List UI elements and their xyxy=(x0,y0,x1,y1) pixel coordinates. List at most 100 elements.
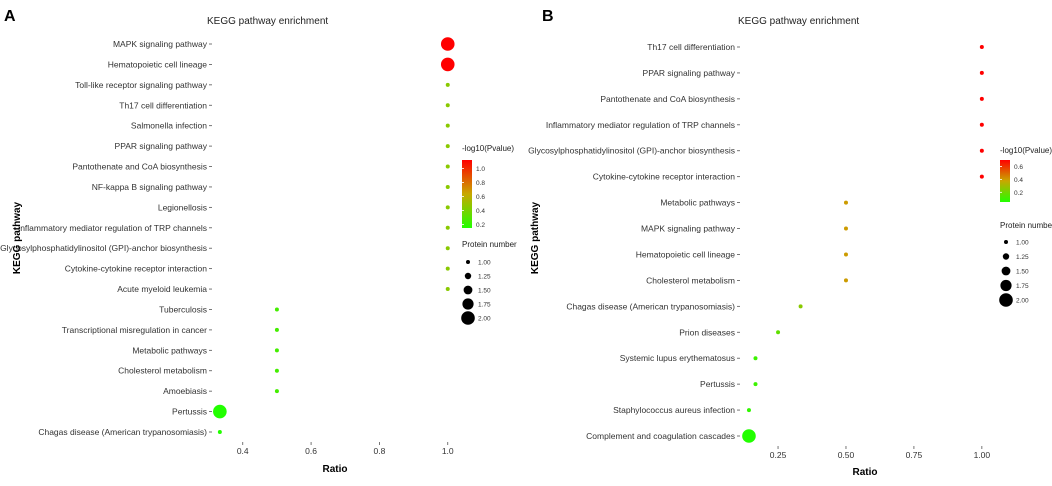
data-point xyxy=(445,246,450,251)
data-point xyxy=(979,45,984,49)
data-point xyxy=(979,96,984,101)
x-tick-label: 0.4 xyxy=(237,446,249,456)
data-point xyxy=(445,225,450,230)
category-label: Cholesterol metabolism xyxy=(118,366,207,376)
category-label: Pantothenate and CoA biosynthesis xyxy=(72,162,207,172)
data-point xyxy=(274,348,279,353)
data-point xyxy=(440,57,455,72)
data-point xyxy=(746,408,751,413)
size-legend-dot xyxy=(462,298,474,310)
data-point xyxy=(445,164,450,169)
category-label: Cytokine-cytokine receptor interaction xyxy=(593,172,735,182)
data-point xyxy=(979,174,984,179)
data-point xyxy=(843,200,848,205)
x-axis-title: Ratio xyxy=(323,464,348,475)
category-label: Cholesterol metabolism xyxy=(646,275,735,285)
data-point xyxy=(445,184,450,189)
data-point xyxy=(843,226,848,231)
color-legend-title: -log10(Pvalue) xyxy=(462,144,514,153)
category-label: Transcriptional misregulation in cancer xyxy=(62,325,207,335)
category-label: Metabolic pathways xyxy=(660,198,735,208)
data-point xyxy=(274,389,279,394)
size-legend-label: 2.00 xyxy=(478,316,491,323)
category-label: Chagas disease (American trypanosomiasis… xyxy=(566,301,735,311)
category-label: Th17 cell differentiation xyxy=(647,42,735,52)
data-point xyxy=(274,307,279,312)
data-point xyxy=(798,304,803,309)
size-legend-dot xyxy=(1001,266,1011,276)
color-legend-bar xyxy=(462,160,472,228)
data-point xyxy=(445,287,450,292)
size-legend-label: 1.75 xyxy=(478,302,491,309)
category-label: Toll-like receptor signaling pathway xyxy=(75,80,208,90)
color-legend-label: 0.6 xyxy=(476,194,485,201)
x-tick-label: 0.8 xyxy=(374,446,386,456)
size-legend-label: 1.25 xyxy=(1016,254,1029,261)
size-legend-label: 1.00 xyxy=(478,260,491,267)
category-label: Pertussis xyxy=(172,407,207,417)
data-point xyxy=(979,148,984,153)
category-label: Hematopoietic cell lineage xyxy=(636,249,735,259)
color-legend-title: -log10(Pvalue) xyxy=(1000,146,1052,155)
category-label: Hematopoietic cell lineage xyxy=(108,59,207,69)
category-label: Systemic lupus erythematosus xyxy=(620,353,735,363)
size-legend-dot xyxy=(463,285,473,295)
panel-b-chart: B KEGG pathway enrichment 0.25 0.50 0.75 1.00… xyxy=(528,8,1052,478)
size-legend-label: 1.25 xyxy=(478,274,491,281)
x-tick-label: 0.25 xyxy=(770,450,787,460)
category-label: Glycosylphosphatidylinositol (GPI)-ancho… xyxy=(528,146,735,156)
category-label: Salmonella infection xyxy=(131,121,207,131)
color-legend-label: 1.0 xyxy=(476,166,485,173)
data-point xyxy=(440,37,455,51)
x-tick-label: 1.00 xyxy=(974,450,991,460)
size-legend-dot xyxy=(999,293,1013,307)
color-legend-label: 0.6 xyxy=(1014,164,1023,171)
size-legend-dot xyxy=(1000,279,1012,292)
category-label: Complement and coagulation cascades xyxy=(586,431,735,441)
size-legend-label: 2.00 xyxy=(1016,298,1029,305)
category-label: Pantothenate and CoA biosynthesis xyxy=(600,94,735,104)
size-legend-label: 1.00 xyxy=(1016,240,1029,247)
category-label: Amoebiasis xyxy=(163,386,207,396)
size-legend-title: Protein number xyxy=(1000,221,1052,230)
data-point xyxy=(274,327,279,332)
chart-title: KEGG pathway enrichment xyxy=(207,16,328,27)
color-legend-label: 0.8 xyxy=(476,180,485,187)
data-point xyxy=(843,252,848,257)
category-label: NF-kappa B signaling pathway xyxy=(92,182,208,192)
panel-letter: A xyxy=(4,8,16,25)
data-point xyxy=(776,330,781,335)
data-point xyxy=(445,205,450,210)
data-point xyxy=(742,429,756,443)
x-tick-label: 1.0 xyxy=(442,446,454,456)
category-label: Acute myeloid leukemia xyxy=(117,284,207,294)
size-legend-dot xyxy=(464,272,472,280)
size-legend-dot xyxy=(1002,253,1010,260)
x-tick-label: 0.75 xyxy=(906,450,923,460)
size-legend-label: 1.50 xyxy=(478,288,491,295)
size-legend-dot xyxy=(466,260,470,264)
color-legend-label: 0.4 xyxy=(476,208,485,215)
category-label: Tuberculosis xyxy=(159,304,207,314)
category-label: Metabolic pathways xyxy=(132,345,207,355)
panel-a-chart: A KEGG pathway enrichment 0.4 0.6 0.8 1.0 MAPK… xyxy=(0,8,517,475)
chart-title: KEGG pathway enrichment xyxy=(738,16,859,27)
color-legend-label: 0.2 xyxy=(476,222,485,229)
x-tick-label: 0.50 xyxy=(838,450,855,460)
category-label: Pertussis xyxy=(700,379,735,389)
category-label: Th17 cell differentiation xyxy=(119,100,207,110)
category-label: Cytokine-cytokine receptor interaction xyxy=(65,264,207,274)
color-legend-bar xyxy=(1000,160,1010,202)
category-label: PPAR signaling pathway xyxy=(115,141,208,151)
color-legend-label: 0.2 xyxy=(1014,190,1023,197)
size-legend-dot xyxy=(1004,240,1008,244)
y-axis-title: KEGG pathway xyxy=(530,201,541,274)
panel-letter: B xyxy=(542,8,554,25)
data-point xyxy=(979,70,984,75)
data-point xyxy=(274,368,279,373)
category-label: Inflammatory mediator regulation of TRP … xyxy=(18,223,207,233)
category-label: Staphylococcus aureus infection xyxy=(613,405,735,415)
data-point xyxy=(445,103,450,108)
x-axis-title: Ratio xyxy=(853,467,878,478)
